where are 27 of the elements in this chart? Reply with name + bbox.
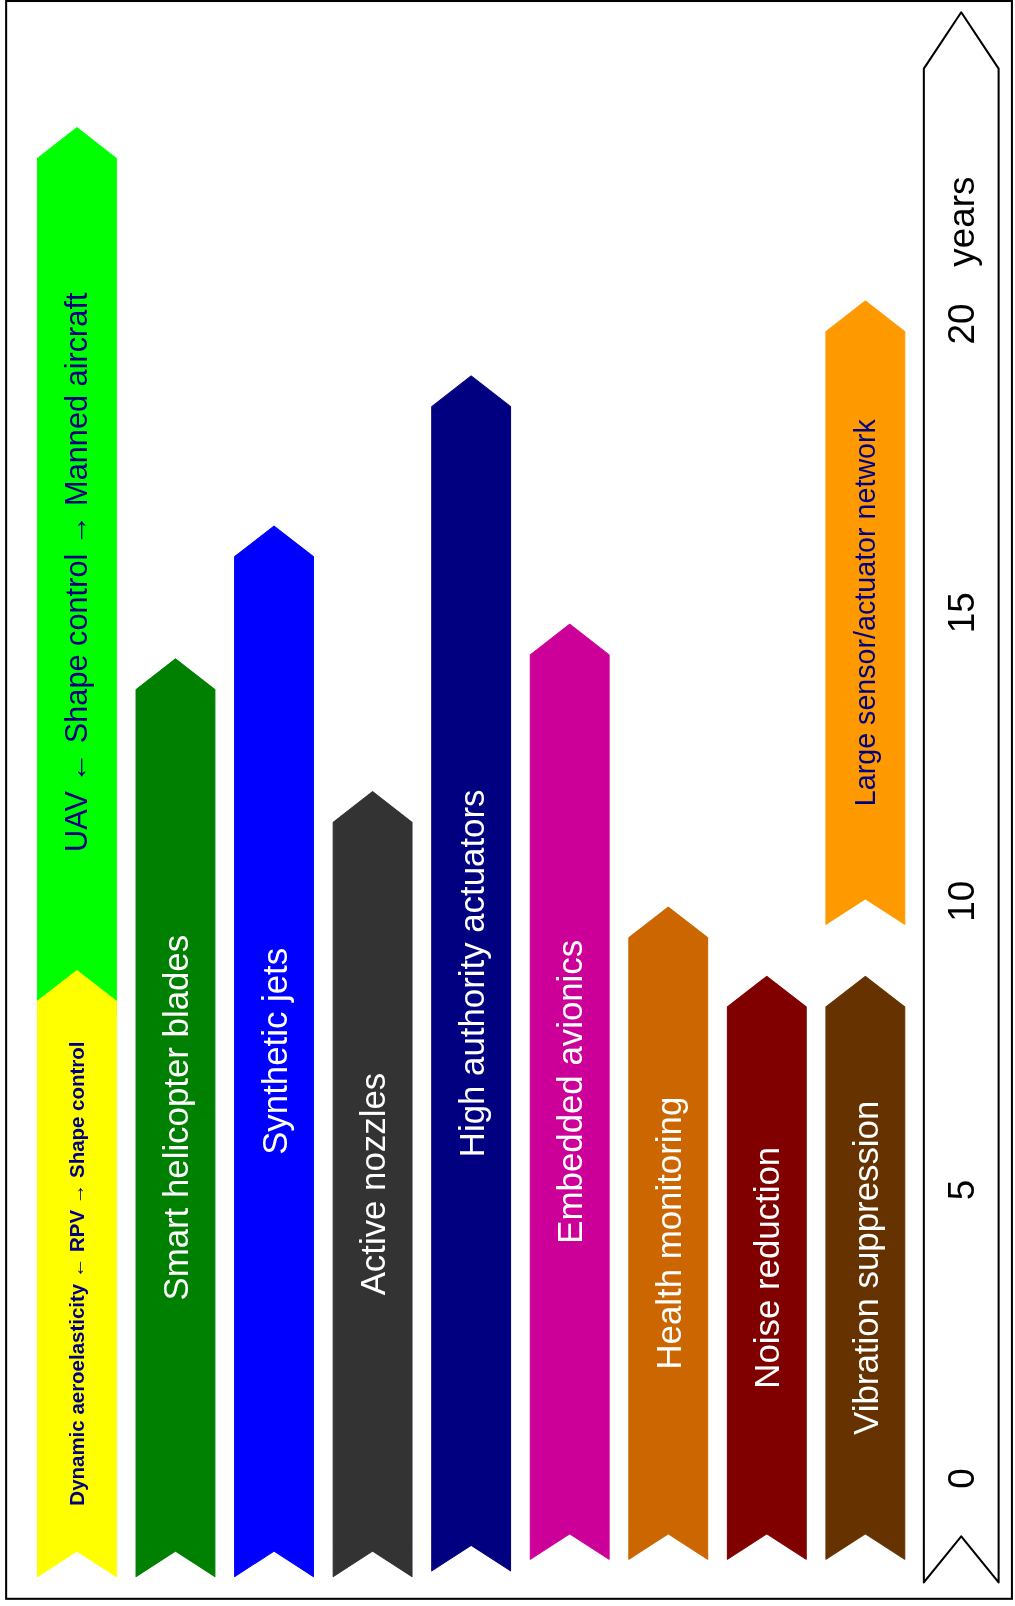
y-tick-label: 20 (940, 303, 982, 345)
x-tick-label: Active nozzles (353, 1072, 393, 1296)
x-tick-label: Vibration suppression (845, 1100, 885, 1435)
x-tick-label: Embedded avionics (550, 939, 590, 1244)
data-label: Large sensor/actuator network (849, 418, 882, 807)
x-tick-label: High authority actuators (451, 789, 491, 1158)
bar (825, 975, 906, 1560)
bar (529, 623, 610, 1560)
data-label: UAV ← Shape control → Manned aircraft (59, 292, 95, 852)
y-tick-label: 5 (940, 1179, 982, 1201)
x-tick-label: Health monitoring (648, 1096, 688, 1370)
bar (135, 658, 216, 1578)
x-tick-label: Synthetic jets (254, 947, 294, 1155)
bar (825, 300, 906, 925)
bar (37, 970, 117, 1578)
x-tick-label: Smart helicopter blades (155, 934, 195, 1301)
bar (726, 975, 807, 1560)
bar (431, 375, 512, 1572)
y-tick-label: 10 (940, 880, 982, 922)
bar (628, 906, 709, 1560)
y-tick-label: 15 (940, 592, 982, 634)
bar (234, 525, 314, 1578)
x-tick-label: Noise reduction (747, 1146, 787, 1389)
x-tick-label: Dynamic aeroelasticity ← RPV → Shape control (65, 1041, 89, 1506)
y-tick-label: 0 (940, 1468, 982, 1489)
y-axis-title: years (940, 176, 982, 267)
bar (332, 791, 413, 1578)
